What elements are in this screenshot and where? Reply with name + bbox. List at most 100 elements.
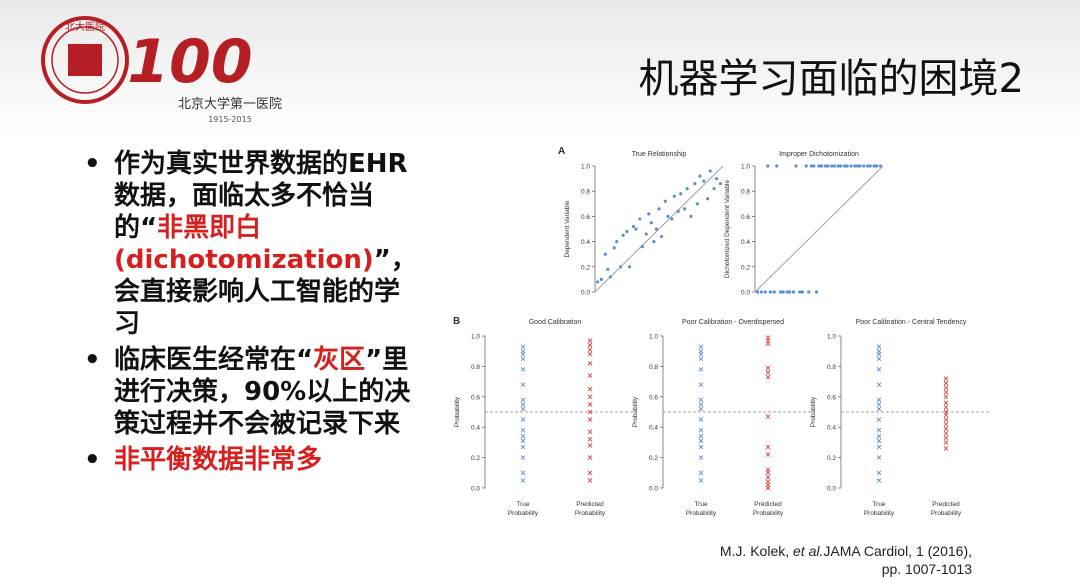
x-marker — [587, 455, 593, 460]
x-marker — [698, 397, 704, 403]
x-marker — [765, 370, 771, 375]
x-marker-stroke — [520, 367, 526, 372]
data-point — [775, 164, 779, 168]
bullet-text: 非黑即白(dichotomization) — [114, 213, 374, 275]
x-marker — [876, 478, 882, 483]
data-point — [649, 221, 653, 225]
data-point — [625, 229, 629, 234]
y-tick-label: 1.0 — [827, 334, 836, 341]
y-axis-label: Probability — [632, 396, 639, 427]
category-label: Probability — [753, 510, 784, 517]
x-marker — [587, 347, 593, 352]
x-marker — [520, 444, 526, 450]
x-marker — [765, 414, 771, 419]
x-marker — [520, 382, 526, 387]
data-point — [823, 164, 827, 168]
x-marker-stroke — [520, 434, 526, 439]
x-marker — [587, 351, 593, 357]
data-point — [819, 164, 824, 168]
x-marker — [765, 365, 771, 371]
x-marker-stroke — [876, 367, 882, 372]
x-marker-stroke — [520, 455, 526, 460]
x-marker — [520, 348, 526, 354]
hospital-logo: 北大医院 100 北京大学第一医院 1915-2015 — [41, 16, 282, 124]
x-marker — [520, 397, 526, 403]
x-marker-stroke — [943, 385, 949, 390]
x-marker-stroke — [698, 438, 704, 444]
x-marker — [698, 402, 704, 407]
x-marker — [876, 367, 882, 372]
x-marker-stroke — [698, 434, 704, 439]
chart-title: True Relationship — [632, 151, 687, 158]
data-point — [599, 277, 603, 281]
y-tick-label: 0.6 — [649, 394, 658, 401]
data-point — [785, 290, 789, 294]
x-marker-stroke — [943, 376, 949, 381]
hospital-name-calligraphy: 北京大学第一医院 — [178, 96, 282, 112]
x-marker-stroke — [943, 394, 949, 400]
x-marker-stroke — [876, 455, 882, 460]
data-point — [638, 217, 642, 221]
y-axis-label: Probability — [810, 396, 817, 427]
y-axis-label: Probability — [454, 396, 461, 427]
y-tick-label: 0.4 — [827, 425, 836, 432]
data-point — [606, 267, 610, 271]
data-point — [798, 290, 802, 294]
bullet-list: • 作为真实世界数据的EHR数据，面临太多不恰当的“非黑即白(dichotomiz… — [78, 148, 423, 480]
x-marker — [876, 417, 882, 422]
x-marker — [698, 470, 704, 476]
y-tick-label: 0.6 — [741, 214, 750, 221]
data-point — [654, 227, 659, 231]
data-point — [772, 290, 776, 294]
y-tick-label: 1.0 — [649, 334, 658, 341]
category-label: Probability — [931, 510, 962, 517]
x-marker-stroke — [587, 429, 593, 435]
y-tick-label: 0.8 — [741, 189, 750, 196]
data-point — [807, 290, 811, 294]
data-point — [644, 232, 648, 236]
x-marker — [765, 479, 771, 485]
x-marker — [943, 440, 949, 445]
x-marker-stroke — [943, 405, 949, 410]
category-label: True — [516, 501, 530, 508]
data-point — [689, 214, 693, 218]
x-marker — [876, 455, 882, 460]
data-point — [843, 164, 847, 168]
x-marker-stroke — [943, 446, 949, 451]
x-marker-stroke — [520, 470, 526, 476]
x-marker — [520, 356, 526, 362]
data-point — [615, 240, 619, 244]
x-marker-stroke — [698, 470, 704, 476]
x-marker-stroke — [943, 389, 949, 395]
x-marker-stroke — [698, 348, 704, 354]
x-marker-stroke — [876, 427, 882, 433]
fit-line — [594, 165, 724, 293]
data-point — [670, 217, 674, 221]
y-tick-label: 1.0 — [471, 334, 480, 341]
data-point — [868, 164, 872, 168]
chart-title: Good Calibration — [529, 319, 582, 326]
data-point — [663, 199, 667, 203]
data-point — [872, 164, 876, 168]
data-point — [875, 164, 879, 168]
x-marker-stroke — [765, 335, 771, 340]
x-marker — [943, 376, 949, 381]
y-tick-label: 0.4 — [649, 425, 658, 432]
data-point — [766, 164, 770, 168]
x-marker — [698, 417, 704, 422]
bullet-text: 灰区 — [313, 345, 366, 375]
x-marker — [587, 338, 593, 343]
y-tick-label: 0.0 — [649, 486, 658, 493]
x-marker-stroke — [698, 478, 704, 483]
data-point — [755, 290, 760, 294]
bullet-text: ”里进行决策，90%以上的决策过程并不会被记录下来 — [114, 345, 411, 439]
x-marker — [765, 475, 771, 480]
x-marker — [876, 356, 882, 362]
x-marker-stroke — [765, 444, 771, 450]
chart-title: Improper Dichotomization — [779, 151, 859, 158]
x-marker — [698, 382, 704, 387]
x-marker — [520, 438, 526, 444]
y-axis-label: Dichotomized Dependent Variable — [724, 180, 731, 279]
bullet-text: ”，会直接影响人工智能的学习 — [114, 245, 417, 339]
data-point — [608, 275, 612, 279]
